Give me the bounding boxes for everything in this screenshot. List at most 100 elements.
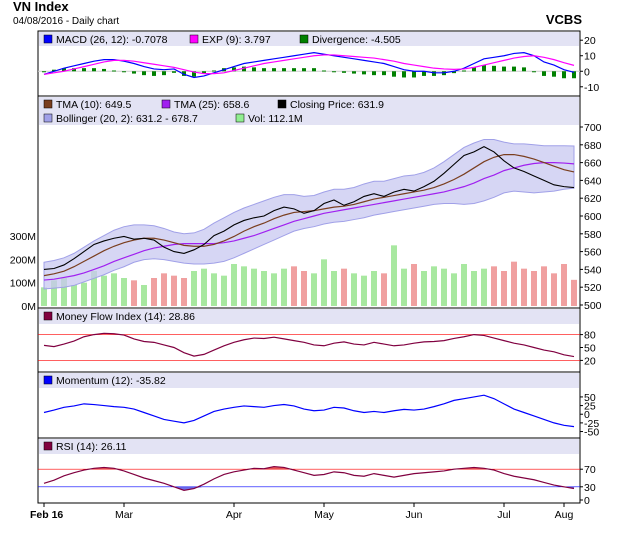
legend-band [39, 373, 579, 388]
y-tick-label: 640 [584, 175, 602, 187]
y-tick-label: 660 [584, 158, 602, 170]
volume-bar [251, 268, 257, 306]
volume-bar [161, 273, 167, 306]
divergence-bar [282, 68, 286, 72]
divergence-bar [332, 71, 336, 73]
divergence-bar [212, 70, 216, 72]
divergence-bar [92, 68, 96, 72]
volume-bar [171, 275, 177, 306]
y-tick-label: 680 [584, 140, 602, 152]
panel-macd: MACD (26, 12): -0.7078 EXP (9): 3.797 Dive… [37, 30, 599, 97]
y-tick-label: -25 [584, 418, 599, 430]
volume-bar [541, 266, 547, 306]
volume-bar [431, 266, 437, 306]
exp-line [43, 54, 575, 75]
divergence-bar [262, 68, 266, 72]
legend-label: Money Flow Index (14): 28.86 [56, 311, 195, 323]
volume-bar [461, 264, 467, 306]
volume-bar [561, 264, 567, 306]
y-tick-label: 20 [584, 35, 596, 47]
legend-band [39, 439, 579, 454]
legend-swatch [43, 34, 53, 44]
volume-tick-label: 0M [21, 301, 36, 313]
y-tick-label: -10 [584, 82, 599, 94]
divergence-bar [572, 71, 576, 79]
volume-bar [571, 279, 577, 306]
legend-swatch [277, 99, 287, 109]
volume-bar [491, 266, 497, 306]
volume-bar [61, 278, 67, 306]
rsi-line [43, 465, 575, 491]
legend-swatch [43, 99, 53, 109]
divergence-bar [112, 70, 116, 72]
y-tick-label: 20 [584, 355, 596, 367]
legend-swatch [43, 113, 53, 123]
y-tick-label: 50 [584, 392, 596, 404]
y-tick-label: 30 [584, 482, 596, 494]
y-tick-label: 0 [584, 66, 590, 78]
volume-bar [531, 271, 537, 306]
chart-subtitle: 04/08/2016 - Daily chart [13, 16, 119, 27]
volume-bar [261, 271, 267, 306]
volume-bar [111, 273, 117, 306]
x-axis: Feb 16 Mar Apr May Jun Jul Aug [30, 503, 573, 521]
divergence-bar [542, 71, 546, 76]
divergence-bar [552, 71, 556, 77]
volume-bar [371, 271, 377, 306]
x-tick-label: Jul [497, 509, 510, 521]
y-tick-label: 620 [584, 193, 602, 205]
y-tick-label: 80 [584, 330, 596, 342]
x-tick-label: Mar [115, 509, 134, 521]
volume-bar [551, 273, 557, 306]
volume-bar [481, 268, 487, 306]
volume-bar [391, 245, 397, 306]
legend-label: Momentum (12): -35.82 [56, 375, 166, 387]
divergence-bar [362, 71, 366, 75]
divergence-bar [162, 71, 166, 76]
volume-bar [421, 271, 427, 306]
volume-bar [501, 271, 507, 306]
legend-swatch [43, 311, 53, 321]
divergence-bar [492, 65, 496, 72]
divergence-bar [312, 68, 316, 72]
y-tick-label: 0 [584, 495, 590, 507]
divergence-bar [42, 71, 46, 73]
legend-label: TMA (25): 658.6 [174, 99, 249, 111]
divergence-bar [532, 71, 536, 73]
y-tick-label: -50 [584, 427, 599, 439]
divergence-bar [392, 71, 396, 77]
volume-bar [301, 271, 307, 306]
legend-label: EXP (9): 3.797 [202, 34, 271, 46]
divergence-bar [172, 71, 176, 73]
divergence-bar [352, 71, 356, 74]
volume-bar [511, 261, 517, 306]
x-tick-label: May [314, 509, 335, 521]
volume-bar [241, 266, 247, 306]
volume-bar [81, 282, 87, 306]
volume-bar [451, 273, 457, 306]
volume-bar [71, 285, 77, 306]
volume-tick-label: 300M [10, 231, 36, 243]
y-tick-label: 500 [584, 300, 602, 312]
divergence-bar [522, 67, 526, 72]
divergence-bar [512, 66, 516, 72]
x-tick-label: Aug [555, 509, 574, 521]
divergence-bar [482, 65, 486, 72]
y-tick-label: 25 [584, 401, 596, 413]
divergence-bar [432, 71, 436, 76]
y-tick-label: 560 [584, 247, 602, 259]
volume-bar [131, 280, 137, 306]
divergence-bar [232, 67, 236, 72]
divergence-bar [382, 71, 386, 76]
volume-bar [321, 259, 327, 306]
legend-swatch [161, 99, 171, 109]
volume-bar [401, 268, 407, 306]
divergence-bar [62, 68, 66, 72]
legend-label: Bollinger (20, 2): 631.2 - 678.7 [56, 113, 198, 125]
divergence-bar [202, 71, 206, 74]
divergence-bar [132, 71, 136, 74]
divergence-bar [182, 71, 186, 76]
